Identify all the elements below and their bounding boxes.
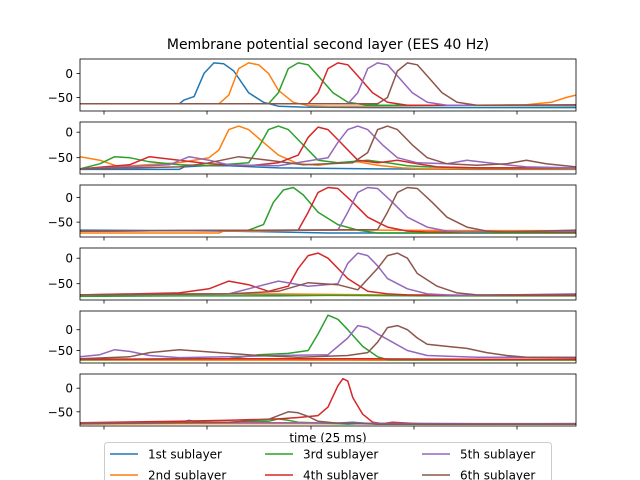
y-tick-label: 0: [65, 126, 73, 140]
series-line-6th-sublayer: [80, 411, 576, 425]
legend-label: 3rd sublayer: [303, 448, 378, 462]
series-line-6th-sublayer: [80, 186, 576, 233]
subplot-4: 0 −50: [48, 247, 577, 304]
series-line-5th-sublayer: [80, 125, 576, 170]
series-line-6th-sublayer: [80, 252, 576, 296]
legend-frame: [104, 442, 552, 480]
subplot-5-frame: [79, 310, 577, 364]
series-line-4th-sublayer: [80, 358, 576, 361]
subplot-2: 0 −50: [48, 121, 577, 178]
legend-item: 3rd sublayer: [265, 448, 378, 462]
subplot-5: 0 −50: [48, 310, 577, 367]
series-line-6th-sublayer: [80, 324, 576, 360]
series-line-4th-sublayer: [80, 62, 576, 106]
y-tick-label: 0: [65, 382, 73, 396]
subplot-2-series: [80, 125, 576, 171]
subplot-4-series: [80, 252, 576, 298]
subplot-3-frame: [79, 184, 577, 238]
series-line-5th-sublayer: [80, 186, 576, 233]
series-line-3rd-sublayer: [80, 186, 576, 234]
series-line-5th-sublayer: [80, 62, 576, 106]
legend-label: 2nd sublayer: [148, 469, 226, 480]
subplot-6: 0 −50: [48, 373, 577, 430]
subplot-1-frame: [79, 58, 577, 112]
subplot-4-frame: [79, 247, 577, 301]
subplot-1-series: [80, 62, 576, 109]
series-line-2nd-sublayer: [80, 125, 576, 170]
subplot-6-series: [80, 377, 576, 425]
legend-item: 5th sublayer: [422, 448, 535, 462]
legend-label: 4th sublayer: [303, 469, 378, 480]
y-tick-label: −50: [48, 277, 73, 291]
subplot-3-series: [80, 186, 576, 234]
legend-label: 6th sublayer: [460, 469, 535, 480]
series-line-5th-sublayer: [80, 324, 576, 359]
legend-item: 2nd sublayer: [110, 469, 226, 480]
y-tick-label: −50: [48, 405, 73, 419]
series-line-3rd-sublayer: [80, 62, 576, 107]
y-tick-label: −50: [48, 151, 73, 165]
legend-item: 1st sublayer: [110, 448, 222, 462]
y-tick-label: −50: [48, 91, 73, 105]
subplot-6-frame: [79, 373, 577, 427]
y-tick-label: 0: [65, 323, 73, 337]
subplot-2-frame: [79, 121, 577, 175]
subplot-1: 0 −50: [48, 58, 577, 115]
x-axis-label: time (25 ms): [289, 431, 366, 445]
subplot-5-series: [80, 314, 576, 361]
legend-item: 4th sublayer: [265, 469, 378, 480]
y-tick-label: −50: [48, 344, 73, 358]
series-line-4th-sublayer: [80, 186, 576, 233]
y-tick-label: −50: [48, 216, 73, 230]
legend-label: 1st sublayer: [148, 448, 222, 462]
subplot-3: 0 −50: [48, 184, 577, 241]
axes-layer: 0 −50 0 −50 0 −50 0 −50 0 −50 0 −50: [48, 58, 577, 430]
y-tick-label: 0: [65, 252, 73, 266]
legend: 1st sublayer 2nd sublayer 3rd sublayer 4th …: [104, 442, 552, 480]
legend-label: 5th sublayer: [460, 448, 535, 462]
series-line-1st-sublayer: [80, 62, 576, 109]
chart-title: Membrane potential second layer (EES 40 …: [167, 37, 489, 53]
series-line-5th-sublayer: [80, 252, 576, 297]
series-line-3rd-sublayer: [80, 125, 576, 170]
series-line-2nd-sublayer: [80, 62, 576, 107]
series-line-3rd-sublayer: [80, 294, 576, 298]
y-tick-label: 0: [65, 191, 73, 205]
series-line-6th-sublayer: [80, 125, 576, 170]
series-line-4th-sublayer: [80, 252, 576, 297]
series-line-6th-sublayer: [80, 62, 576, 106]
legend-item: 6th sublayer: [422, 469, 535, 480]
y-tick-label: 0: [65, 67, 73, 81]
series-line-3rd-sublayer: [80, 314, 576, 361]
